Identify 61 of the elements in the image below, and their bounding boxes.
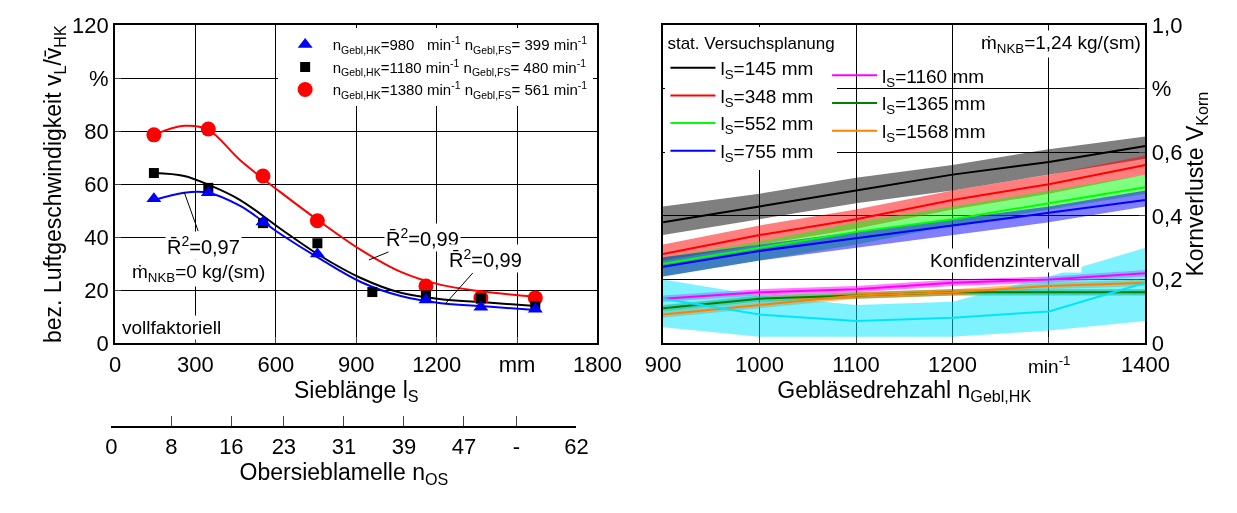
point: [255, 168, 271, 184]
point: [200, 121, 216, 137]
x2-tick-label: 31: [331, 434, 357, 460]
annotation: R̄$^{2}$=0,99: [449, 246, 522, 272]
y-tick-label: %: [1151, 76, 1172, 102]
x-axis-title: Gebläsedrehzahl n$_{Gebl,HK}$: [777, 376, 1032, 406]
point: [148, 168, 159, 179]
x2-tick-label: 8: [165, 434, 178, 460]
annotation: R̄$^{2}$=0,99: [386, 225, 459, 251]
y-tick-label: 80: [84, 118, 109, 144]
legend-label: l$_{S}$=755 mm: [720, 141, 814, 166]
y-tick-label: 40: [84, 224, 109, 250]
point: [367, 287, 378, 298]
legend-label: n$_{Gebl,HK}$=980 min$^{-1}$ n$_{Gebl,FS}$= 399 min$^{-1}$: [332, 34, 588, 56]
annotation: R̄$^{2}$=0,97: [167, 233, 240, 259]
legend-label: l$_{S}$=348 mm: [720, 85, 814, 110]
x2-tick-label: 62: [564, 434, 589, 460]
y-tick-label: 60: [84, 171, 109, 197]
x2-tick-label: 16: [219, 434, 244, 460]
legend-label: n$_{Gebl,HK}$=1180 min$^{-1}$ n$_{Gebl,FS}$= 480 min$^{-1}$: [332, 56, 587, 79]
x-tick-label: 1200: [412, 351, 462, 377]
x-tick-label: 900: [644, 351, 682, 377]
legend-label: l$_{S}$=1365 mm: [882, 93, 986, 118]
annotation: ṁ$_{NKB}$=0 kg/(sm): [132, 261, 266, 285]
y-tick-label: 0,2: [1151, 267, 1183, 293]
x2-tick-label: 23: [271, 434, 297, 460]
legend-label: l$_{S}$=552 mm: [720, 113, 814, 138]
x2-axis-title: Obersieblamelle n$_{OS}$: [239, 459, 449, 489]
line-series: [663, 186, 1146, 265]
x-tick-label: 1000: [735, 351, 784, 377]
y-tick-label: 0,6: [1151, 140, 1183, 166]
line-series: [663, 199, 1146, 268]
legend-label: l$_{S}$=1160 mm: [882, 65, 985, 90]
x-axis-title: Sieblänge l$_{S}$: [293, 376, 419, 406]
y-tick-label: 120: [71, 12, 109, 38]
text: min$^{-1}$: [1028, 353, 1071, 377]
y-tick-label: 20: [84, 277, 109, 303]
y-tick-label: 0,4: [1151, 203, 1183, 229]
legend-label: l$_{S}$=1568 mm: [882, 121, 986, 146]
legend-label: l$_{S}$=145 mm: [720, 58, 814, 83]
y-tick-label: 1,0: [1151, 12, 1183, 38]
y-tick-label: 0: [96, 330, 109, 356]
legend-title: stat. Versuchsplanung: [667, 33, 835, 53]
x-tick-label: 1100: [832, 351, 880, 377]
x2-tick-label: -: [512, 434, 521, 460]
point: [146, 127, 162, 143]
x-tick-label: mm: [498, 351, 536, 377]
point: [309, 213, 325, 229]
x-tick-label: 900: [337, 351, 375, 377]
x2-tick-label: 39: [391, 434, 417, 460]
annotation: vollfaktoriell: [122, 317, 222, 338]
x-tick-label: 1200: [928, 351, 977, 377]
x-tick-label: 600: [257, 351, 295, 377]
x2-tick-label: 47: [451, 434, 477, 460]
y-tick-label: %: [89, 65, 109, 91]
annotation: Konfidenzintervall: [930, 250, 1080, 271]
x-tick-label: 300: [177, 351, 214, 377]
point: [312, 238, 323, 249]
x-tick-label: 1800: [572, 351, 622, 377]
legend-label: n$_{Gebl,HK}$=1380 min$^{-1}$ n$_{Gebl,FS}$= 561 min$^{-1}$: [332, 79, 588, 101]
annotation: ṁ$_{NKB}$=1,24 kg/(sm): [981, 32, 1141, 56]
